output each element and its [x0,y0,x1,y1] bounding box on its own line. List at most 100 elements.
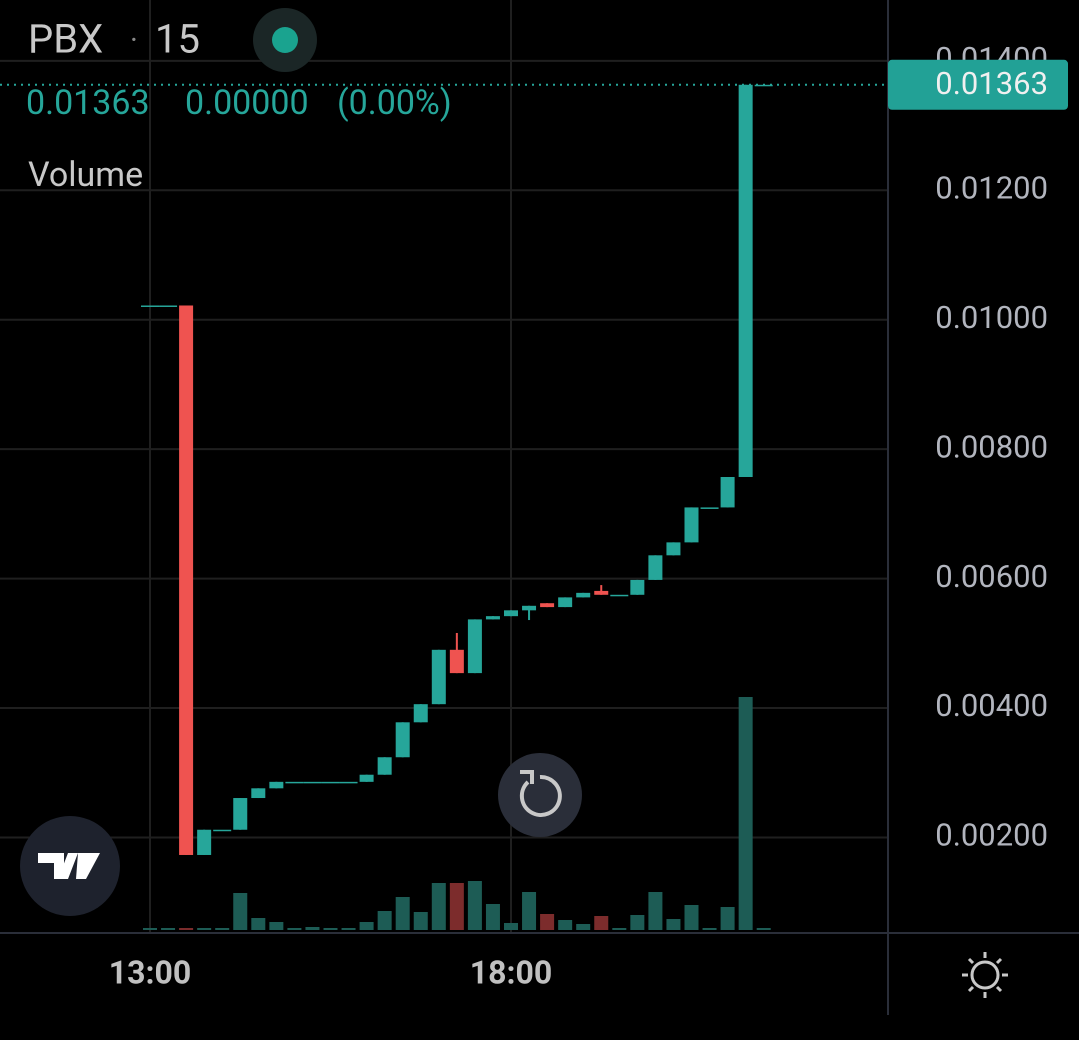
y-tick-label: 0.00400 [935,687,1048,724]
volume-bar [251,918,266,930]
candle-body [594,590,609,595]
volume-bar [413,912,428,930]
candle-body [684,507,699,543]
candle-body [738,84,753,478]
candle-body [233,798,248,830]
candle-body [648,555,663,580]
volume-bar [540,914,555,930]
x-tick-label: 13:00 [109,953,191,991]
volume-bar [233,893,248,930]
candle-body [467,619,482,674]
legend-close: 0.01363 [26,83,150,123]
volume-layer [143,697,771,930]
candle-body [377,757,392,775]
volume-bar [323,928,338,930]
volume-bar [666,919,681,930]
candle-body [540,603,555,608]
y-tick-label: 0.00200 [935,817,1048,854]
volume-bar [377,911,392,930]
volume-bar [179,928,194,930]
volume-bar [648,892,663,930]
tradingview-logo[interactable] [20,816,120,916]
candle-body [413,704,428,723]
volume-bar [720,907,735,930]
candle-body [285,781,304,784]
volume-label: Volume [28,155,143,195]
volume-bar [702,928,717,930]
volume-bar [576,924,591,930]
legend-change: 0.00000 [185,83,309,123]
candle-body [359,774,374,782]
status-dot [272,27,298,53]
separator-dot: · [130,23,138,58]
candle-body [720,477,735,508]
candle-body [213,829,232,832]
last-price-label: 0.01363 [935,65,1048,102]
candle-body [449,649,464,674]
candle-body [303,781,322,784]
price-axis: 0.00200 0.00400 0.00600 0.00800 0.01000 0.012… [935,40,1048,854]
candle-body [269,781,284,789]
last-price-box [888,59,1068,110]
volume-bar [197,928,212,930]
volume-bar [161,928,176,930]
volume-bar [594,916,609,930]
volume-bar [269,922,284,930]
candle-body [666,542,681,556]
settings-button[interactable] [962,952,1008,998]
candle-body [485,616,500,620]
candle-body [504,610,518,617]
volume-bar [341,928,356,930]
volume-bar [449,883,464,930]
volume-bar [305,927,320,930]
candle-body [321,781,340,784]
volume-bar [215,928,230,930]
y-tick-label: 0.01200 [935,169,1048,206]
volume-bar [756,928,771,930]
volume-bar [287,928,302,930]
volume-bar [359,922,374,930]
candle-body [610,594,629,597]
candle-body [558,597,573,608]
volume-bar [504,923,518,930]
logo-mark [38,853,100,879]
symbol: PBX [28,16,103,63]
candle-body [431,649,446,705]
candle-body [339,781,358,784]
candle-body [630,579,645,595]
candle-body [179,305,194,855]
volume-bar [738,697,753,930]
legend-change-pct: (0.00%) [337,83,452,123]
y-tick-label: 0.00800 [935,428,1048,465]
gear-ring [970,960,1000,990]
candle-body [251,788,266,799]
y-tick-label: 0.01000 [935,299,1048,336]
candle-body [700,507,719,509]
gear-teeth [962,952,1008,998]
volume-bar [143,928,157,930]
candle-body [141,305,159,307]
y-tick-label: 0.00600 [935,558,1048,595]
volume-bar [558,920,573,930]
volume-bar [630,915,645,930]
reset-arc [519,774,562,817]
volume-bar [395,897,410,930]
volume-bar [431,883,446,930]
x-tick-label: 18:00 [470,953,552,991]
reset-arrow [520,770,534,784]
candle-body [395,722,410,758]
reset-bg [498,753,582,837]
candle-body [197,829,212,855]
volume-bar [522,892,537,930]
interval: 15 [155,16,200,63]
volume-bar [467,881,482,930]
volume-bar [485,904,500,930]
candle-body [522,605,537,611]
volume-bar [612,928,627,930]
candle-body [576,592,591,598]
reset-button[interactable] [498,753,582,837]
volume-bar [684,905,699,930]
